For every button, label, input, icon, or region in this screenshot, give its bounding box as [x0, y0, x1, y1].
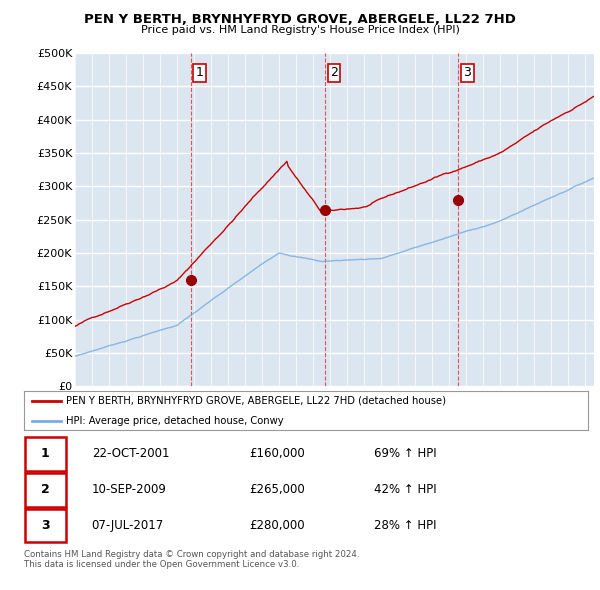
Text: 2: 2: [330, 67, 338, 80]
Text: 28% ↑ HPI: 28% ↑ HPI: [374, 519, 436, 532]
Text: Contains HM Land Registry data © Crown copyright and database right 2024.
This d: Contains HM Land Registry data © Crown c…: [24, 550, 359, 569]
Text: PEN Y BERTH, BRYNHYFRYD GROVE, ABERGELE, LL22 7HD (detached house): PEN Y BERTH, BRYNHYFRYD GROVE, ABERGELE,…: [66, 396, 446, 406]
Text: £280,000: £280,000: [250, 519, 305, 532]
Text: 07-JUL-2017: 07-JUL-2017: [92, 519, 164, 532]
Text: PEN Y BERTH, BRYNHYFRYD GROVE, ABERGELE, LL22 7HD: PEN Y BERTH, BRYNHYFRYD GROVE, ABERGELE,…: [84, 13, 516, 26]
Text: HPI: Average price, detached house, Conwy: HPI: Average price, detached house, Conw…: [66, 416, 284, 426]
Text: 3: 3: [463, 67, 471, 80]
Text: £160,000: £160,000: [250, 447, 305, 460]
Text: 1: 1: [41, 447, 50, 460]
Text: Price paid vs. HM Land Registry's House Price Index (HPI): Price paid vs. HM Land Registry's House …: [140, 25, 460, 35]
FancyBboxPatch shape: [25, 473, 66, 506]
Text: 10-SEP-2009: 10-SEP-2009: [92, 483, 167, 496]
FancyBboxPatch shape: [25, 509, 66, 542]
FancyBboxPatch shape: [25, 437, 66, 471]
Text: 69% ↑ HPI: 69% ↑ HPI: [374, 447, 436, 460]
Text: 1: 1: [196, 67, 204, 80]
Text: 2: 2: [41, 483, 50, 496]
Text: 42% ↑ HPI: 42% ↑ HPI: [374, 483, 436, 496]
Text: 3: 3: [41, 519, 50, 532]
Text: 22-OCT-2001: 22-OCT-2001: [92, 447, 169, 460]
Text: £265,000: £265,000: [250, 483, 305, 496]
